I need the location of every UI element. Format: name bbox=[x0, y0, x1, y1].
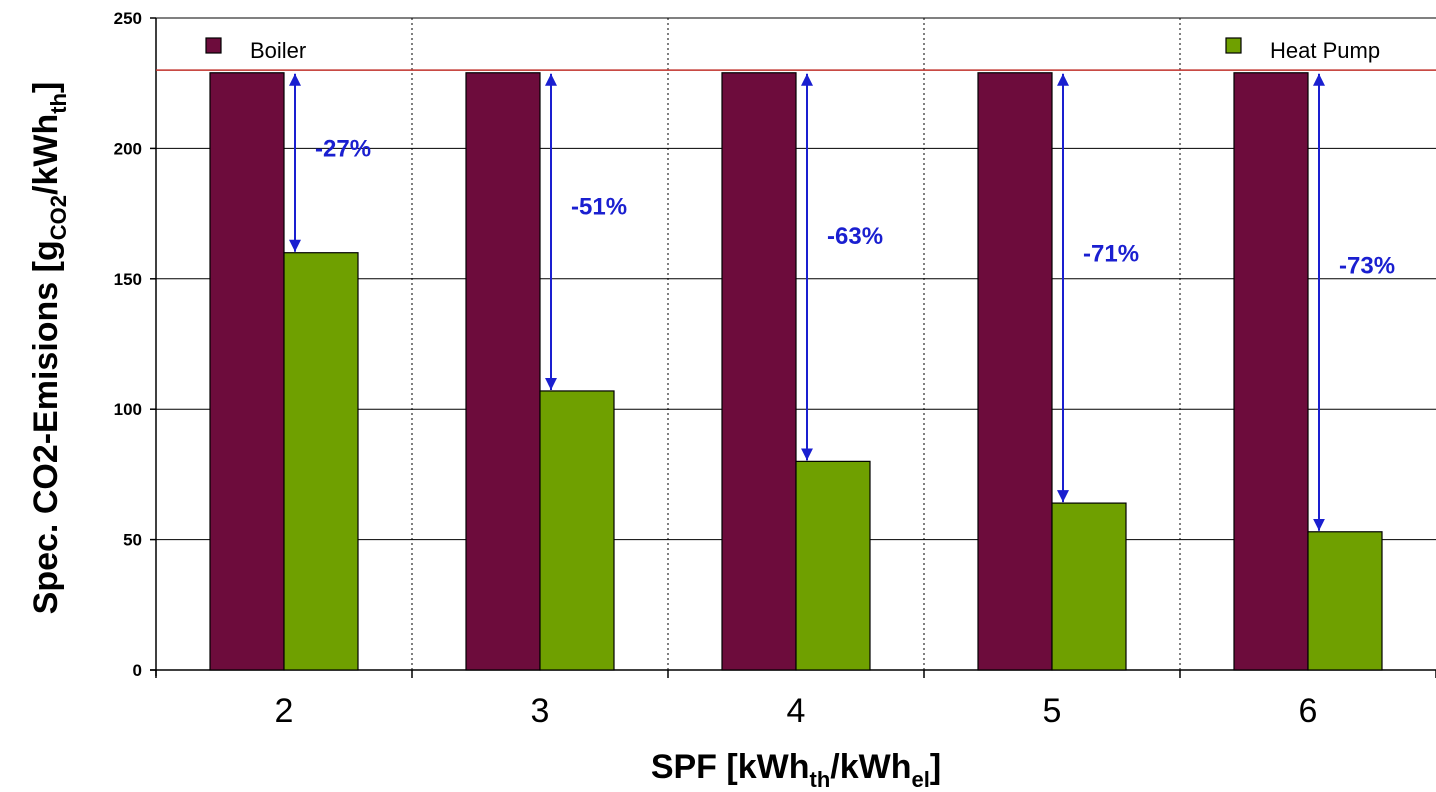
y-axis-title: Spec. CO2-Emisions [gCO2/kWhth] bbox=[27, 82, 71, 615]
x-tick-label: 6 bbox=[1299, 692, 1318, 730]
y-tick-label: 200 bbox=[114, 139, 142, 158]
legend-swatch bbox=[1225, 37, 1242, 54]
x-tick-label: 3 bbox=[531, 692, 550, 730]
bar-heat-pump bbox=[795, 460, 871, 671]
reduction-label: -51% bbox=[571, 194, 627, 221]
bar-boiler bbox=[721, 72, 797, 671]
bar-boiler bbox=[1233, 72, 1309, 671]
y-axis-title-main: Spec. CO2-Emisions [g bbox=[27, 240, 65, 614]
y-axis-title-mid: /kWh bbox=[27, 114, 65, 195]
y-tick-label: 100 bbox=[114, 400, 142, 419]
y-axis-title-sub1: CO2 bbox=[46, 195, 71, 240]
bar-boiler bbox=[465, 72, 541, 671]
bar-heat-pump bbox=[539, 390, 615, 671]
bar-boiler bbox=[977, 72, 1053, 671]
y-axis-title-sub2: th bbox=[46, 93, 71, 114]
x-axis-title-end: ] bbox=[930, 748, 941, 786]
x-axis-title-sub2: el bbox=[911, 767, 929, 787]
x-axis-title: SPF [kWhth/kWhel] bbox=[651, 748, 941, 787]
bar-boiler bbox=[209, 72, 285, 671]
x-tick-label: 5 bbox=[1043, 692, 1062, 730]
x-axis-title-sub1: th bbox=[810, 767, 831, 787]
reduction-label: -27% bbox=[315, 136, 371, 163]
x-axis-title-mid: /kWh bbox=[830, 748, 911, 786]
bar-heat-pump bbox=[1307, 531, 1383, 671]
reduction-label: -63% bbox=[827, 223, 883, 250]
reduction-label: -71% bbox=[1083, 241, 1139, 268]
legend-label: Heat Pump bbox=[1270, 38, 1380, 63]
y-tick-label: 0 bbox=[133, 661, 142, 680]
x-axis-title-main: SPF [kWh bbox=[651, 748, 810, 786]
legend-label: Boiler bbox=[250, 38, 306, 63]
y-tick-label: 150 bbox=[114, 270, 142, 289]
y-tick-label: 250 bbox=[114, 9, 142, 28]
x-tick-label: 2 bbox=[275, 692, 294, 730]
legend-swatch bbox=[205, 37, 222, 54]
x-tick-label: 4 bbox=[787, 692, 806, 730]
bar-heat-pump bbox=[283, 252, 359, 671]
bar-heat-pump bbox=[1051, 502, 1127, 671]
y-axis-title-end: ] bbox=[27, 82, 65, 93]
reduction-label: -73% bbox=[1339, 253, 1395, 280]
y-tick-label: 50 bbox=[123, 531, 142, 550]
